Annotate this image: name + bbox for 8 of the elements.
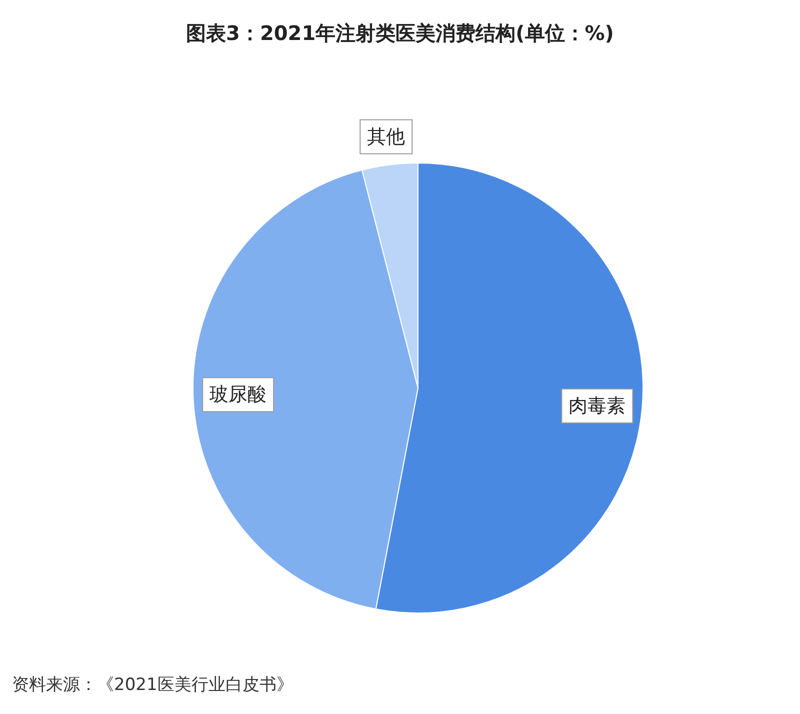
text: 资料来源：《2021医美行业白皮书》 xyxy=(12,675,294,695)
label: 玻尿酸 xyxy=(202,377,274,412)
label: 其他 xyxy=(360,119,413,154)
slice-label: 玻尿酸 xyxy=(210,384,267,406)
label: 肉毒素 xyxy=(561,388,634,424)
slice-label: 肉毒素 xyxy=(568,394,626,417)
slice-label: 其他 xyxy=(367,126,406,148)
chart-title: 图表3：2021年注射类医美消费结构(单位：%) xyxy=(186,21,614,45)
